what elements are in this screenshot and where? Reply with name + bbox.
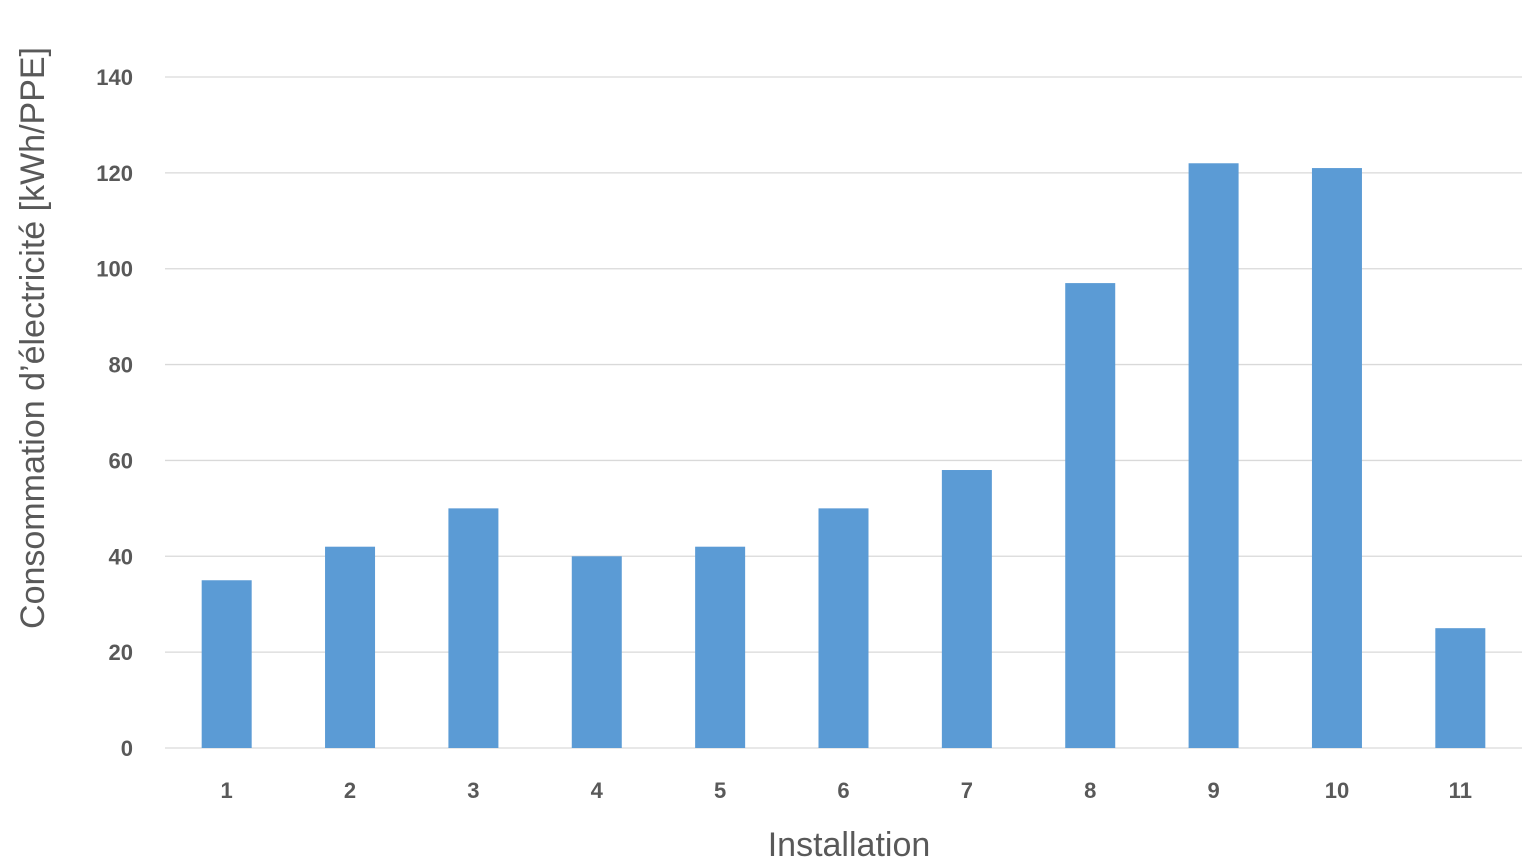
- bar-installation-6: [818, 508, 869, 748]
- bars: [201, 163, 1486, 749]
- bar-installation-10: [1311, 168, 1362, 749]
- y-axis-ticks: 0 20 40 60 80 100 120 140: [96, 65, 133, 761]
- x-tick-label-7: 7: [961, 778, 973, 803]
- bar-installation-4: [571, 556, 622, 748]
- bar-installation-1: [201, 580, 252, 748]
- y-axis-title: Consommation d’électricité [kWh/PPE]: [14, 47, 52, 629]
- bar-installation-8: [1065, 283, 1116, 748]
- y-tick-label-20: 20: [109, 640, 133, 665]
- x-tick-label-4: 4: [591, 778, 604, 803]
- x-tick-label-2: 2: [344, 778, 356, 803]
- y-tick-label-120: 120: [96, 161, 133, 186]
- x-tick-label-6: 6: [837, 778, 849, 803]
- x-tick-label-3: 3: [467, 778, 479, 803]
- x-tick-label-10: 10: [1325, 778, 1349, 803]
- x-tick-label-1: 1: [221, 778, 233, 803]
- bar-installation-11: [1435, 628, 1486, 748]
- bar-installation-5: [695, 546, 746, 748]
- y-tick-label-80: 80: [109, 353, 133, 378]
- bar-installation-3: [448, 508, 499, 748]
- x-tick-label-8: 8: [1084, 778, 1096, 803]
- y-tick-label-140: 140: [96, 65, 133, 90]
- x-axis-title: Installation: [768, 826, 931, 859]
- bar-installation-7: [941, 470, 992, 748]
- bar-installation-9: [1188, 163, 1239, 748]
- y-tick-label-0: 0: [121, 736, 133, 761]
- y-tick-label-100: 100: [96, 257, 133, 282]
- x-tick-label-11: 11: [1449, 778, 1472, 803]
- x-tick-label-9: 9: [1207, 778, 1219, 803]
- y-tick-label-40: 40: [109, 544, 133, 569]
- bar-installation-2: [325, 546, 376, 748]
- x-tick-label-5: 5: [714, 778, 726, 803]
- y-tick-label-60: 60: [109, 448, 133, 473]
- x-axis-ticks: 1 2 3 4 5 6 7 8 9 10 11: [221, 778, 1472, 803]
